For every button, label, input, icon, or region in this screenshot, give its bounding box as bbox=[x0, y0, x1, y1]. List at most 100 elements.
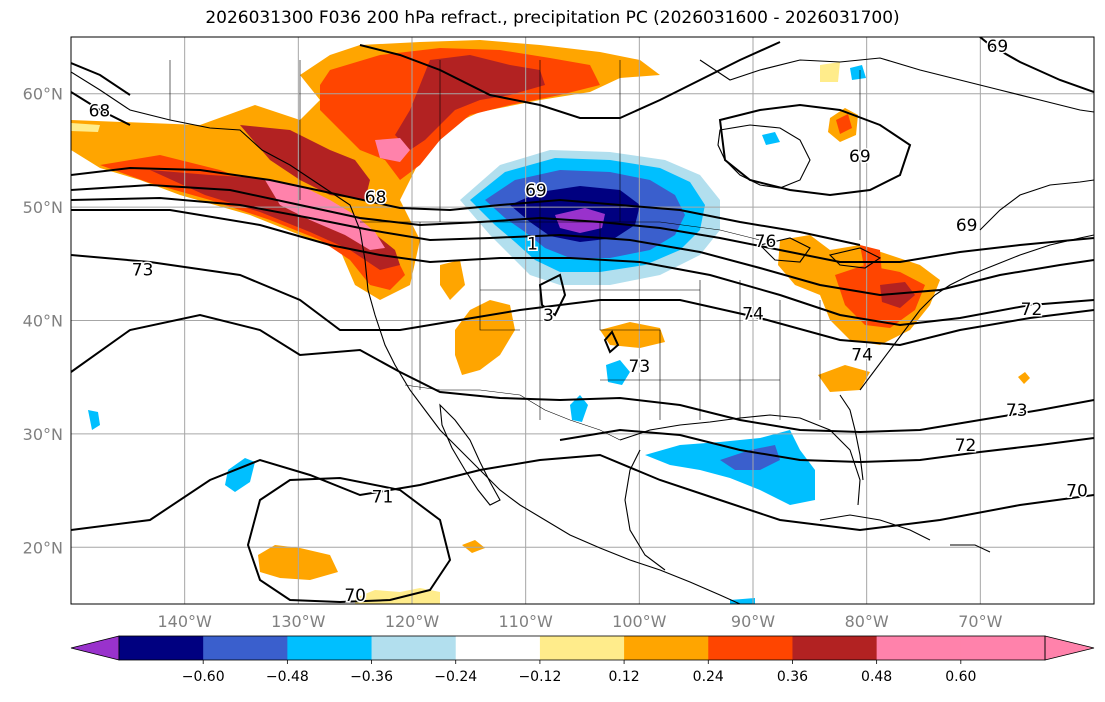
contour-label: 71 bbox=[372, 487, 394, 507]
lat-tick-label: 20°N bbox=[23, 538, 63, 557]
colorbar-segment bbox=[960, 636, 1046, 660]
lon-tick-label: 130°W bbox=[271, 612, 326, 631]
political-borders bbox=[169, 60, 861, 441]
precip-positive-hudson-red bbox=[836, 114, 852, 134]
contour-label: 76 bbox=[755, 232, 777, 252]
colorbar-tick-label: −0.36 bbox=[350, 669, 393, 685]
contour-label: 3 bbox=[543, 306, 554, 326]
map-title: 2026031300 F036 200 hPa refract., precip… bbox=[205, 8, 900, 28]
border-us-canada bbox=[360, 221, 761, 241]
colorbar-segment bbox=[371, 636, 457, 660]
contour-label: 72 bbox=[955, 436, 977, 456]
borders-states bbox=[419, 222, 821, 420]
contour-70-loop bbox=[246, 476, 452, 604]
contour-sw-closed bbox=[538, 273, 620, 354]
graticule bbox=[71, 37, 1094, 604]
contour-label: 69 bbox=[849, 147, 871, 167]
precip-positive-se-coast bbox=[818, 365, 870, 392]
contour-74 bbox=[559, 428, 1094, 464]
contour-68-mid bbox=[71, 166, 861, 246]
colorbar-segment bbox=[119, 636, 204, 660]
contour-69-hudson bbox=[718, 103, 912, 197]
precip-negative-gulf-blue bbox=[720, 445, 780, 470]
contour-label: 69 bbox=[525, 181, 547, 201]
colorbar-tick-label: 0.60 bbox=[945, 669, 976, 685]
contour-label: 73 bbox=[1006, 401, 1028, 421]
contour-73-nw bbox=[71, 62, 131, 96]
colorbar-extend-max bbox=[1044, 635, 1095, 661]
coastline-baja bbox=[439, 403, 501, 506]
colorbar-tick-label: 0.24 bbox=[693, 669, 724, 685]
colorbar-segment bbox=[287, 636, 373, 660]
coastline-labrador bbox=[979, 179, 1094, 231]
lon-tick-label: 70°W bbox=[958, 612, 1002, 631]
precip-negative-pacific2 bbox=[88, 410, 100, 430]
lat-tick-labels: 60°N 50°N 40°N 30°N 20°N bbox=[23, 85, 63, 558]
colorbar: −0.60 −0.48 −0.36 −0.24 −0.12 0.12 0.24 0.36 0.4… bbox=[70, 635, 1095, 685]
colorbar-tick-label: 0.36 bbox=[777, 669, 808, 685]
contour-label: 70 bbox=[1066, 482, 1088, 502]
coastline-east bbox=[859, 234, 1094, 391]
lon-tick-label: 90°W bbox=[731, 612, 775, 631]
precip-positive-mx bbox=[462, 540, 485, 553]
colorbar-tick-label: 0.48 bbox=[861, 669, 892, 685]
lat-tick-label: 40°N bbox=[23, 312, 63, 331]
coastline-florida bbox=[839, 394, 864, 481]
colorbar-tick-label: −0.48 bbox=[266, 669, 309, 685]
refractivity-contours bbox=[71, 37, 1094, 604]
map-area: 68 68 69 1 3 73 73 74 74 76 69 69 69 72 72 73 71 70 70 bbox=[71, 37, 1094, 604]
contour-71 bbox=[71, 209, 1094, 327]
contour-label: 73 bbox=[629, 357, 651, 377]
colorbar-segment bbox=[455, 636, 541, 660]
precip-positive-east-dot bbox=[1018, 372, 1030, 384]
borders-provinces bbox=[169, 60, 861, 240]
lat-tick-label: 30°N bbox=[23, 425, 63, 444]
precip-positive-nw-red bbox=[100, 48, 600, 290]
contour-label: 72 bbox=[1021, 300, 1043, 320]
contour-71-south bbox=[71, 453, 1094, 532]
colorbar-segment bbox=[708, 636, 793, 660]
colorbar-segment bbox=[876, 636, 962, 660]
colorbar-tick-label: −0.24 bbox=[434, 669, 477, 685]
contour-label: 74 bbox=[851, 346, 873, 366]
precip-negative-pacific bbox=[225, 458, 255, 492]
lat-tick-label: 50°N bbox=[23, 198, 63, 217]
contour-69 bbox=[71, 183, 1094, 263]
contour-label: 68 bbox=[365, 188, 387, 208]
precip-positive-ne-darkred bbox=[880, 282, 915, 308]
contour-label: 68 bbox=[89, 102, 111, 122]
coastline-gulf bbox=[619, 414, 861, 571]
contour-70 bbox=[71, 196, 1094, 297]
coastline-west-na bbox=[71, 71, 741, 604]
precip-positive-great-basin bbox=[440, 260, 465, 300]
contour-label: 69 bbox=[956, 216, 978, 236]
contour-label: 69 bbox=[987, 37, 1009, 57]
contour-69-ne bbox=[979, 37, 1094, 93]
coastline-hispaniola bbox=[950, 544, 991, 553]
colorbar-segment bbox=[792, 636, 878, 660]
colorbar-tick-label: −0.12 bbox=[518, 669, 561, 685]
contour-label: 73 bbox=[132, 260, 154, 280]
contour-68-north bbox=[71, 41, 781, 126]
lon-tick-label: 100°W bbox=[612, 612, 667, 631]
colorbar-segment bbox=[624, 636, 709, 660]
lon-tick-label: 140°W bbox=[157, 612, 212, 631]
precip-positive-ne-red bbox=[835, 245, 925, 328]
lon-tick-label: 110°W bbox=[498, 612, 553, 631]
colorbar-segment bbox=[539, 636, 625, 660]
colorbar-tick-label: −0.60 bbox=[182, 669, 225, 685]
lon-tick-labels: 140°W 130°W 120°W 110°W 100°W 90°W 80°W 70°W bbox=[157, 612, 1002, 631]
colorbar-tick-label: 0.12 bbox=[609, 669, 640, 685]
coastline-cuba bbox=[819, 514, 931, 541]
lat-tick-label: 60°N bbox=[23, 85, 63, 104]
colorbar-frame bbox=[118, 635, 1046, 661]
map-frame bbox=[70, 36, 1095, 605]
contour-labels: 68 68 69 1 3 73 73 74 74 76 69 69 69 72 72 73 71 70 70 bbox=[87, 37, 1089, 604]
colorbar-segment bbox=[203, 636, 288, 660]
contour-label: 1 bbox=[527, 234, 538, 254]
precip-positive-nw-band bbox=[71, 40, 660, 300]
precip-positive-nw-pink bbox=[265, 138, 410, 250]
colorbar-extend-min bbox=[70, 635, 120, 661]
